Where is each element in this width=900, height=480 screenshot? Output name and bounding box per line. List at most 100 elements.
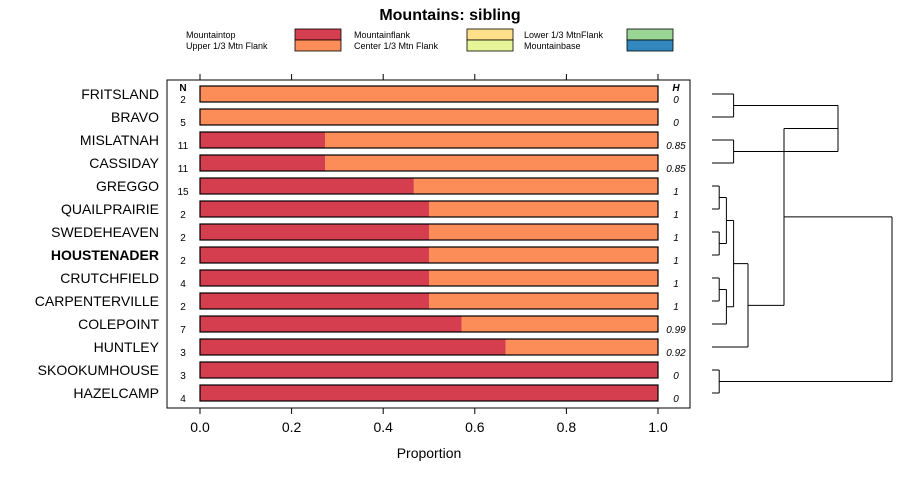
h-value-quailprairie: 1 <box>673 210 679 221</box>
x-tick-label-3: 0.6 <box>465 419 485 435</box>
h-value-swedeheaven: 1 <box>673 233 679 244</box>
bar-outline-colepoint <box>199 315 659 333</box>
bar-carpenterville-mountaintop <box>200 293 429 309</box>
n-value-bravo: 5 <box>180 118 186 129</box>
plot-frame <box>166 79 691 409</box>
bar-outline-cassiday <box>199 154 659 172</box>
legend-label-mountaintop: Mountaintop <box>186 30 236 40</box>
legend-label-mountainflank: Mountainflank <box>354 30 411 40</box>
n-value-greggo: 15 <box>177 187 189 198</box>
category-label-fritsland: FRITSLAND <box>81 86 159 102</box>
bar-swedeheaven-mountaintop <box>200 224 429 240</box>
legend-label-mountainbase: Mountainbase <box>524 41 581 51</box>
legend-swatch-mountainbase <box>626 39 674 52</box>
bar-greggo-mountaintop <box>200 178 414 194</box>
category-label-swedeheaven: SWEDEHEAVEN <box>51 224 159 240</box>
bar-skookumhouse-mountaintop <box>200 362 658 378</box>
n-value-skookumhouse: 3 <box>180 371 186 382</box>
h-value-skookumhouse: 0 <box>673 371 679 382</box>
legend-label-center-1-3-mtn-flank: Center 1/3 Mtn Flank <box>354 41 439 51</box>
x-tick-label-2: 0.4 <box>373 419 393 435</box>
n-value-quailprairie: 2 <box>180 210 186 221</box>
category-label-mislatnah: MISLATNAH <box>80 132 159 148</box>
bar-carpenterville-upper-1-3-mtn-flank <box>429 293 658 309</box>
x-tick-label-0: 0.0 <box>190 419 210 435</box>
bar-outline-quailprairie <box>199 200 659 218</box>
bar-cassiday-mountaintop <box>200 155 326 171</box>
category-label-huntley: HUNTLEY <box>94 339 160 355</box>
bar-outline-huntley <box>199 338 659 356</box>
bar-bravo-upper-1-3-mtn-flank <box>200 109 658 125</box>
category-label-cassiday: CASSIDAY <box>89 155 159 171</box>
n-value-houstenader: 2 <box>180 256 186 267</box>
chart-title: Mountains: sibling <box>379 7 520 24</box>
h-value-greggo: 1 <box>673 187 679 198</box>
n-value-crutchfield: 4 <box>180 279 186 290</box>
n-value-colepoint: 7 <box>180 325 186 336</box>
bar-houstenader-mountaintop <box>200 247 429 263</box>
category-label-greggo: GREGGO <box>96 178 159 194</box>
bar-houstenader-upper-1-3-mtn-flank <box>429 247 658 263</box>
bar-outline-carpenterville <box>199 292 659 310</box>
bar-swedeheaven-upper-1-3-mtn-flank <box>429 224 658 240</box>
bar-huntley-mountaintop <box>200 339 506 355</box>
n-value-fritsland: 2 <box>180 95 186 106</box>
category-label-bravo: BRAVO <box>111 109 159 125</box>
bar-outline-mislatnah <box>199 131 659 149</box>
bar-crutchfield-upper-1-3-mtn-flank <box>429 270 658 286</box>
bar-quailprairie-mountaintop <box>200 201 429 217</box>
n-value-cassiday: 11 <box>178 164 189 175</box>
bar-colepoint-upper-1-3-mtn-flank <box>461 316 658 332</box>
n-value-swedeheaven: 2 <box>180 233 186 244</box>
h-value-hazelcamp: 0 <box>673 394 679 405</box>
bar-outline-hazelcamp <box>199 384 659 402</box>
h-value-crutchfield: 1 <box>673 279 679 290</box>
bar-outline-skookumhouse <box>199 361 659 379</box>
bar-colepoint-mountaintop <box>200 316 462 332</box>
bar-outline-crutchfield <box>199 269 659 287</box>
h-header: H <box>672 83 680 94</box>
bar-quailprairie-upper-1-3-mtn-flank <box>429 201 658 217</box>
h-value-colepoint: 0.99 <box>666 325 686 336</box>
bar-cassiday-upper-1-3-mtn-flank <box>325 155 658 171</box>
bar-outline-greggo <box>199 177 659 195</box>
x-tick-label-4: 0.8 <box>557 419 577 435</box>
n-value-huntley: 3 <box>180 348 186 359</box>
bar-crutchfield-mountaintop <box>200 270 429 286</box>
category-label-hazelcamp: HAZELCAMP <box>73 385 159 401</box>
bar-fritsland-upper-1-3-mtn-flank <box>200 86 658 102</box>
n-value-hazelcamp: 4 <box>180 394 186 405</box>
x-tick-label-5: 1.0 <box>648 419 668 435</box>
bar-huntley-upper-1-3-mtn-flank <box>505 339 658 355</box>
bar-outline-fritsland <box>199 85 659 103</box>
category-label-houstenader: HOUSTENADER <box>51 247 159 263</box>
category-label-crutchfield: CRUTCHFIELD <box>60 270 159 286</box>
bar-greggo-upper-1-3-mtn-flank <box>413 178 658 194</box>
category-label-colepoint: COLEPOINT <box>78 316 159 332</box>
bars <box>199 85 659 402</box>
n-value-mislatnah: 11 <box>178 141 189 152</box>
h-value-carpenterville: 1 <box>673 302 679 313</box>
legend-label-upper-1-3-mtn-flank: Upper 1/3 Mtn Flank <box>186 41 268 51</box>
x-tick-label-1: 0.2 <box>282 419 302 435</box>
h-value-mislatnah: 0.85 <box>666 141 686 152</box>
h-value-houstenader: 1 <box>673 256 679 267</box>
category-label-carpenterville: CARPENTERVILLE <box>35 293 159 309</box>
bar-outline-swedeheaven <box>199 223 659 241</box>
legend-swatch-upper-1-3-mtn-flank <box>294 39 342 52</box>
h-value-fritsland: 0 <box>673 95 679 106</box>
n-header: N <box>179 83 186 94</box>
legend-swatch-mountaintop <box>294 28 342 41</box>
n-value-carpenterville: 2 <box>180 302 186 313</box>
bar-mislatnah-mountaintop <box>200 132 326 148</box>
bar-outline-houstenader <box>199 246 659 264</box>
category-label-quailprairie: QUAILPRAIRIE <box>61 201 159 217</box>
x-axis: 0.0 0.2 0.4 0.6 0.8 1.0 <box>190 74 668 435</box>
h-value-huntley: 0.92 <box>666 348 686 359</box>
bar-mislatnah-upper-1-3-mtn-flank <box>325 132 658 148</box>
bar-hazelcamp-mountaintop <box>200 385 658 401</box>
legend-swatch-mountainflank <box>466 28 514 41</box>
